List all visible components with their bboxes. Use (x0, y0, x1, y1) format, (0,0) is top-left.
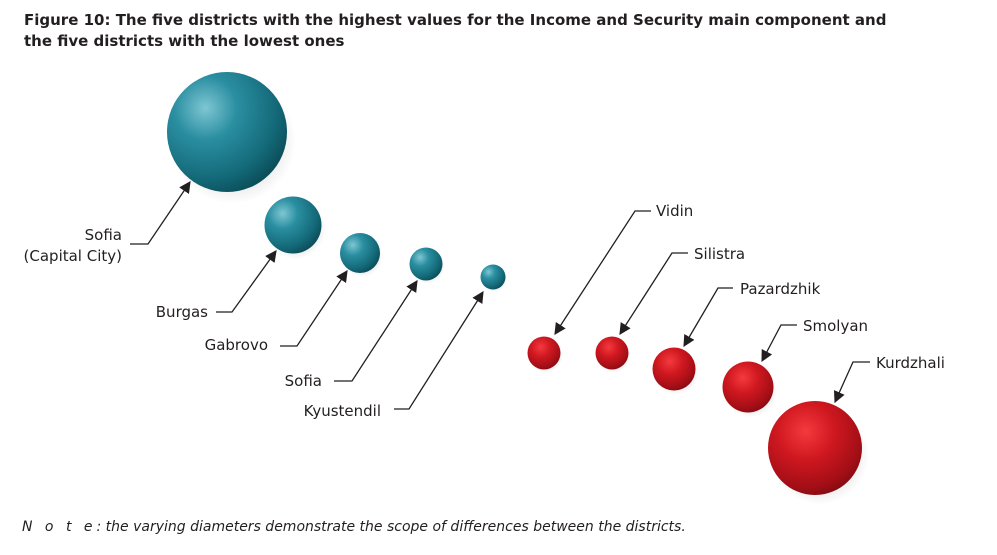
label-kyustendil: Kyustendil (304, 402, 381, 420)
bubble-kurdzhali (768, 401, 862, 495)
label-silistra: Silistra (694, 245, 745, 263)
leader-line-kyustendil (394, 291, 484, 410)
footnote-text: : the varying diameters demonstrate the … (96, 519, 686, 535)
label-sofia-capital-city: Sofia (Capital City) (24, 226, 122, 265)
leader-line-pazardzhik (683, 287, 733, 348)
label-sofia: Sofia (285, 372, 322, 390)
bubble-silistra (595, 336, 629, 370)
bubble-sofia-capital-city (167, 72, 287, 192)
labels-layer: Sofia (Capital City) Burgas Gabrovo Sofia Kyu… (24, 202, 945, 420)
label-smolyan: Smolyan (803, 317, 868, 335)
footnote: N o t e: the varying diameters demonstra… (22, 519, 686, 535)
leader-line-smolyan (761, 324, 797, 363)
label-pazardzhik: Pazardzhik (740, 280, 821, 298)
bubble-smolyan (722, 361, 774, 413)
bubble-sofia (409, 247, 443, 281)
leader-line-sofia (334, 280, 418, 382)
leader-line-vidin (554, 210, 651, 335)
bubble-burgas (264, 196, 322, 254)
label-kurdzhali: Kurdzhali (876, 354, 945, 372)
chart-title: Figure 10: The five districts with the h… (24, 10, 924, 52)
leader-line-burgas (216, 250, 277, 313)
bubbles-layer (167, 72, 870, 505)
bubble-gabrovo (340, 233, 380, 273)
leader-line-gabrovo (280, 270, 348, 347)
bubble-vidin (527, 336, 561, 370)
label-vidin: Vidin (656, 202, 693, 220)
label-gabrovo: Gabrovo (205, 336, 268, 354)
label-burgas: Burgas (156, 303, 208, 321)
leader-line-silistra (619, 252, 688, 335)
leader-line-kurdzhali (833, 361, 870, 404)
bubble-pazardzhik (652, 347, 696, 391)
leader-lines-layer (130, 181, 870, 410)
chart-title-line-1: Figure 10: The five districts with the h… (24, 11, 887, 29)
leader-line-sofia-capital-city (130, 181, 191, 245)
bubble-kyustendil (480, 264, 506, 290)
chart-title-line-2: the five districts with the lowest ones (24, 32, 345, 50)
footnote-prefix: N o t e (22, 519, 97, 535)
